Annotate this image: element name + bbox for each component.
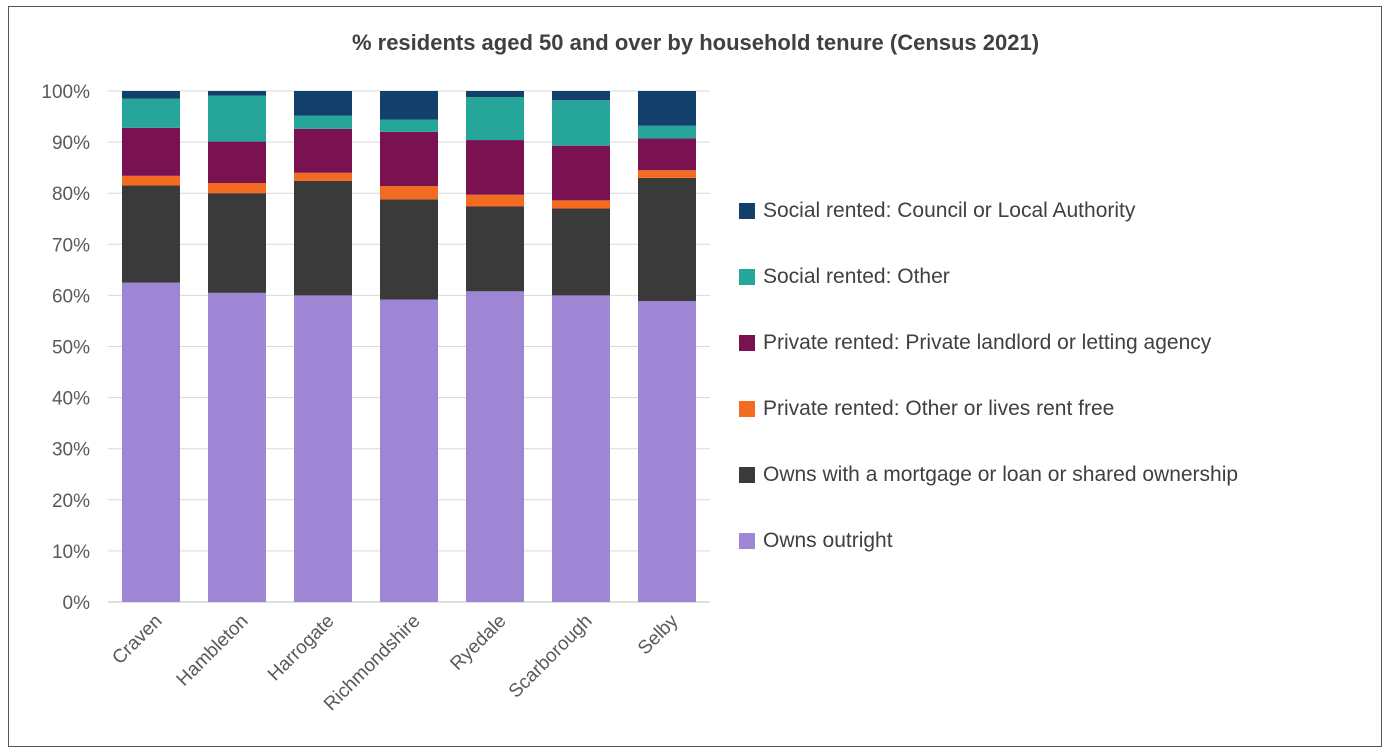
y-axis-ticks: 0% 10% 20% 30% 40% 50% 60% 70% 80% 90% 100% [41, 82, 90, 614]
legend-item: Private rented: Private landlord or lett… [739, 328, 1379, 358]
legend-label: Social rented: Other [763, 265, 950, 288]
y-tick-label: 10% [52, 542, 90, 563]
legend-label: Owns with a mortgage or loan or shared o… [763, 463, 1239, 486]
y-tick-label: 90% [52, 133, 90, 154]
y-tick-label: 70% [52, 235, 90, 256]
bar-segment [208, 193, 266, 293]
y-tick-label: 80% [52, 184, 90, 205]
bar-segment [294, 91, 352, 116]
bar-segment [122, 282, 180, 602]
y-tick-label: 0% [63, 593, 91, 614]
x-tick-label: Scarborough [505, 611, 597, 703]
bar-segment [638, 138, 696, 171]
bar-segment [208, 95, 266, 142]
x-tick-label: Ryedale [446, 611, 510, 675]
bar-segment [208, 182, 266, 194]
bar-segment [466, 291, 524, 602]
bar-segment [294, 295, 352, 602]
bar-segment [638, 177, 696, 302]
bar-segment [552, 208, 610, 296]
y-tick-label: 50% [52, 338, 90, 359]
bar-segment [380, 91, 438, 120]
bar-segment [122, 98, 180, 128]
bar-segment [552, 91, 610, 101]
bar-segment [466, 140, 524, 195]
legend-swatch [739, 533, 755, 549]
bar-segment [552, 100, 610, 146]
x-tick-label: Harrogate [264, 611, 339, 686]
bar-segment [466, 97, 524, 141]
bar-segment [380, 199, 438, 300]
bar-segment [552, 145, 610, 201]
bar-segment [294, 115, 352, 129]
bar-segment [638, 170, 696, 178]
legend-item: Owns outright [739, 526, 1379, 556]
y-tick-label: 40% [52, 389, 90, 410]
x-tick-label: Selby [634, 610, 683, 659]
legend-swatch [739, 401, 755, 417]
bar-segment [638, 301, 696, 602]
legend-swatch [739, 203, 755, 219]
bar-segment [122, 185, 180, 283]
legend-label: Owns outright [763, 529, 893, 552]
bar-segment [122, 175, 180, 186]
bar-segment [380, 186, 438, 200]
legend-item: Owns with a mortgage or loan or shared o… [739, 460, 1379, 490]
bar-segment [294, 180, 352, 296]
bar-segment [552, 295, 610, 602]
y-tick-label: 60% [52, 286, 90, 307]
bar-segment [552, 200, 610, 209]
y-tick-label: 20% [52, 491, 90, 512]
y-tick-label: 100% [41, 82, 90, 103]
chart-title: % residents aged 50 and over by househol… [351, 30, 1040, 55]
bar-segment [294, 172, 352, 181]
bar-segment [294, 128, 352, 173]
bar-segment [638, 125, 696, 139]
legend-swatch [739, 269, 755, 285]
bar-segment [466, 206, 524, 292]
bar-segment [466, 91, 524, 98]
legend-swatch [739, 335, 755, 351]
bar-segment [208, 141, 266, 183]
legend-label: Private rented: Private landlord or lett… [763, 331, 1212, 354]
bars [122, 91, 696, 602]
bar-segment [208, 91, 266, 96]
x-tick-label: Craven [108, 611, 166, 669]
bar-segment [122, 91, 180, 99]
bar-segment [380, 119, 438, 132]
bar-segment [380, 299, 438, 602]
bar-segment [208, 292, 266, 602]
legend-item: Social rented: Council or Local Authorit… [739, 196, 1379, 226]
legend-swatch [739, 467, 755, 483]
y-tick-label: 30% [52, 440, 90, 461]
legend-label: Private rented: Other or lives rent free [763, 397, 1115, 420]
bar-segment [638, 91, 696, 126]
legend-label: Social rented: Council or Local Authorit… [763, 199, 1136, 222]
x-tick-label: Hambleton [173, 611, 253, 691]
legend: Social rented: Council or Local Authorit… [739, 196, 1379, 592]
legend-item: Private rented: Other or lives rent free [739, 394, 1379, 424]
bar-segment [380, 131, 438, 187]
bar-segment [122, 127, 180, 176]
legend-item: Social rented: Other [739, 262, 1379, 292]
bar-segment [466, 194, 524, 207]
